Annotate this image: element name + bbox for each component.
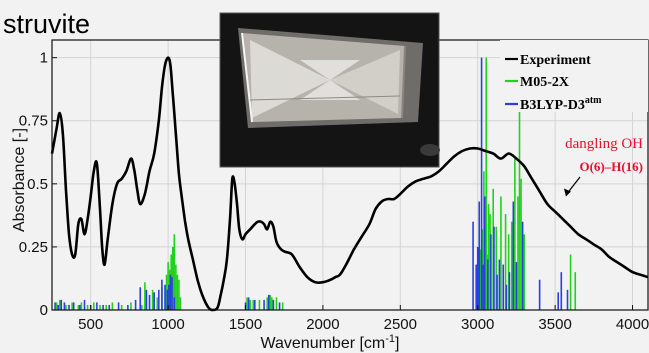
y-tick-label: 0.25	[19, 239, 48, 256]
y-tick-label: 0.75	[19, 113, 48, 130]
legend-experiment-label: Experiment	[520, 53, 591, 68]
x-tick-label: 1500	[229, 316, 262, 333]
y-tick-label: 0.5	[27, 176, 48, 193]
chart-title: struvite	[3, 9, 90, 39]
x-tick-label: 3000	[461, 316, 494, 333]
x-tick-label: 1000	[151, 316, 184, 333]
y-axis-ticks: 0 0.25 0.5 0.75 1	[19, 50, 57, 319]
dangling-oh-label: dangling OH	[565, 136, 643, 152]
x-tick-label: 2500	[384, 316, 417, 333]
experiment-line	[50, 56, 649, 312]
y-tick-label: 1	[40, 50, 48, 67]
legend: Experiment M05-2X B3LYP-D3atm	[500, 40, 648, 113]
x-tick-label: 500	[78, 316, 103, 333]
x-axis-label: Wavenumber [cm-1]	[260, 333, 399, 352]
x-tick-label: 4000	[616, 316, 649, 333]
annotation-arrow	[567, 176, 581, 193]
x-axis-ticks: 500 1000 1500 2000 2500 3000 3500 4000	[78, 305, 649, 333]
crystal-photo	[219, 12, 440, 168]
legend-m05-label: M05-2X	[520, 75, 569, 90]
annotation-arrowhead	[563, 188, 571, 197]
bond-label: O(6)–H(16)	[579, 159, 643, 174]
x-tick-label: 2000	[306, 316, 339, 333]
y-tick-label: 0	[40, 302, 48, 319]
stick-spectra	[54, 57, 577, 310]
y-axis-label: Absorbance [-]	[11, 128, 28, 232]
legend-b3lyp-label: B3LYP-D3atm	[520, 95, 602, 113]
x-tick-label: 3500	[538, 316, 571, 333]
